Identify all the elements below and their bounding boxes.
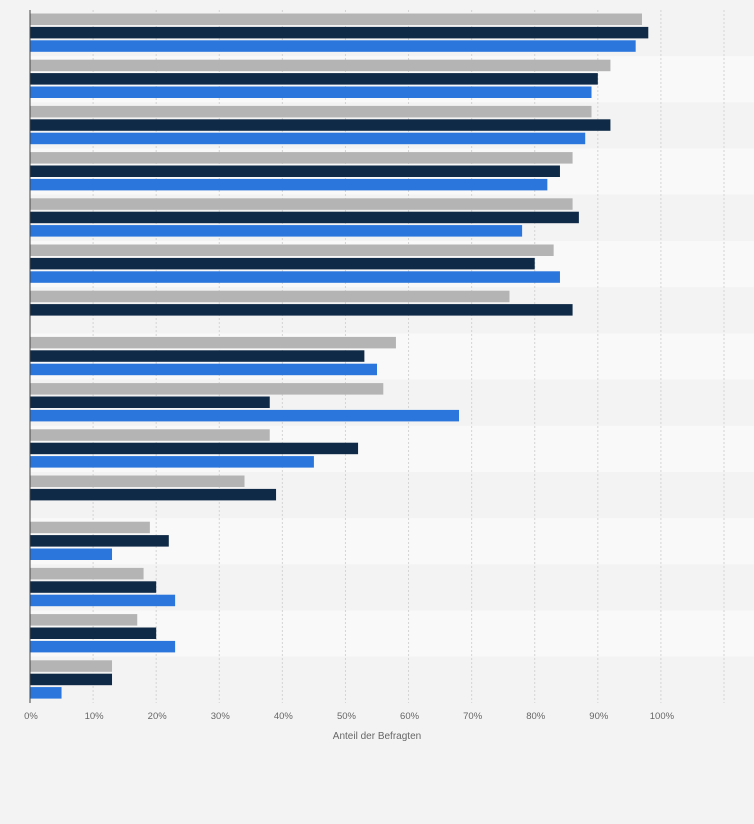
bar: [30, 363, 377, 376]
bar: [30, 350, 365, 362]
bar: [30, 567, 144, 580]
bar: [30, 594, 176, 607]
bar: [30, 152, 573, 164]
x-axis-ticks: 0% 10% 20% 30% 40% 50% 60% 70% 80% 90% 100%: [24, 711, 674, 722]
bar: [30, 198, 573, 210]
bar: [30, 59, 611, 72]
bar: [30, 105, 592, 118]
bar: [30, 304, 573, 316]
bar: [30, 336, 396, 349]
bar: [30, 429, 270, 441]
x-tick-label: 80%: [526, 711, 546, 722]
x-tick-label: 50%: [337, 711, 357, 722]
bar: [30, 475, 245, 487]
x-tick-label: 0%: [24, 711, 38, 722]
bar: [30, 13, 642, 25]
bar: [30, 627, 157, 639]
x-axis-title: Anteil der Befragten: [333, 731, 421, 742]
bar: [30, 640, 176, 653]
x-tick-label: 60%: [400, 711, 420, 722]
x-tick-label: 30%: [211, 711, 231, 722]
bar: [30, 548, 113, 560]
x-tick-label: 10%: [85, 711, 105, 722]
bar: [30, 290, 510, 303]
bar: [30, 26, 649, 39]
bars: [30, 13, 649, 699]
bar: [30, 456, 314, 468]
bar: [30, 521, 150, 534]
bar: [30, 383, 384, 395]
bar: [30, 271, 560, 283]
bar: [30, 614, 138, 626]
bar: [30, 225, 523, 237]
bar: [30, 40, 636, 52]
row-band: [30, 656, 754, 703]
bar: [30, 673, 113, 686]
bar: [30, 660, 113, 672]
bar: [30, 165, 560, 177]
bar: [30, 535, 169, 547]
bar: [30, 409, 460, 422]
bar: [30, 73, 598, 85]
x-tick-label: 70%: [463, 711, 483, 722]
bar: [30, 488, 277, 501]
bar: [30, 132, 586, 145]
bar: [30, 211, 579, 224]
x-tick-label: 90%: [589, 711, 609, 722]
bar: [30, 244, 554, 256]
x-tick-label: 100%: [650, 711, 675, 722]
x-tick-label: 20%: [148, 711, 168, 722]
bar: [30, 581, 157, 593]
bar: [30, 257, 535, 270]
bar: [30, 442, 359, 455]
bar: [30, 687, 62, 699]
x-tick-label: 40%: [274, 711, 294, 722]
bar: [30, 178, 548, 191]
bar: [30, 396, 270, 408]
bar: [30, 119, 611, 131]
bar: [30, 86, 592, 98]
